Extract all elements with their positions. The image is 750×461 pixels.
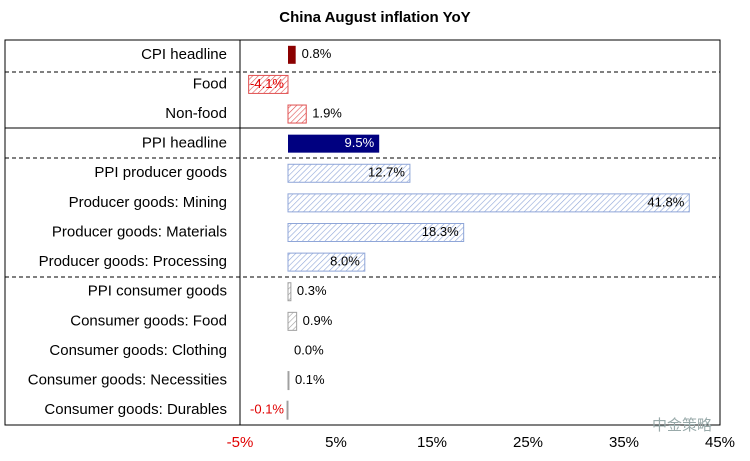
category-label: Consumer goods: Food: [70, 312, 227, 329]
plot-frame: [4, 39, 721, 426]
category-label: PPI producer goods: [94, 164, 227, 181]
value-label: 0.9%: [303, 313, 333, 328]
bar: [286, 400, 289, 420]
category-label: Consumer goods: Durables: [44, 401, 227, 418]
x-tick-label: 35%: [609, 434, 639, 451]
value-label: 0.0%: [294, 342, 324, 357]
value-label: 1.9%: [312, 105, 342, 120]
bar: [288, 45, 296, 64]
bar: [287, 311, 298, 331]
value-label: 41.8%: [647, 194, 684, 209]
bar: [287, 193, 690, 213]
value-label: 0.1%: [295, 372, 325, 387]
value-label: -0.1%: [250, 402, 284, 417]
value-label: 12.7%: [368, 165, 405, 180]
bar: [287, 163, 411, 183]
bar: [287, 371, 290, 391]
bar: [287, 282, 292, 302]
category-label: Consumer goods: Clothing: [49, 342, 227, 359]
x-tick-label: 5%: [325, 434, 347, 451]
category-label: Producer goods: Mining: [69, 194, 227, 211]
category-label: CPI headline: [141, 46, 227, 63]
category-label: Producer goods: Processing: [39, 253, 227, 270]
value-label: 0.3%: [297, 283, 327, 298]
bar: [288, 134, 380, 153]
value-label: 18.3%: [422, 224, 459, 239]
category-label: Non-food: [165, 105, 227, 122]
bar: [287, 252, 366, 272]
category-label: Producer goods: Materials: [52, 223, 227, 240]
value-label: -4.1%: [250, 76, 284, 91]
x-tick-label: 45%: [705, 434, 735, 451]
x-tick-label: 25%: [513, 434, 543, 451]
chart-title: China August inflation YoY: [279, 9, 470, 26]
value-label: 9.5%: [345, 135, 375, 150]
value-label: 8.0%: [330, 254, 360, 269]
category-label: PPI consumer goods: [88, 283, 227, 300]
value-label: 0.8%: [302, 46, 332, 61]
bar: [287, 104, 307, 124]
bar: [287, 223, 465, 242]
category-label: Consumer goods: Necessities: [28, 372, 227, 389]
watermark: 中金策略: [652, 417, 712, 434]
bar: [248, 74, 289, 94]
category-label: Food: [193, 75, 227, 92]
category-label: PPI headline: [142, 135, 227, 152]
x-tick-label: 15%: [417, 434, 447, 451]
x-tick-label: -5%: [227, 434, 254, 451]
